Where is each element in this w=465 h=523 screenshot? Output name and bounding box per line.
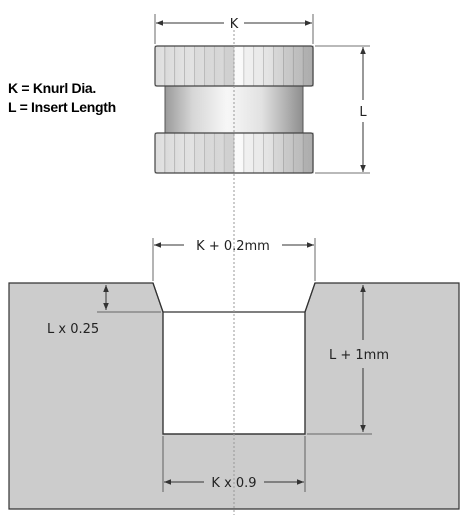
dimension-chamfer-depth: L x 0.25: [47, 285, 161, 337]
label-insert-diameter: K: [230, 17, 239, 32]
knurl-band-bottom: [154, 132, 314, 174]
dimension-hole-diameter: K x 0.9: [162, 436, 306, 492]
dimension-insert-diameter: K: [154, 14, 314, 44]
knurl-band-top: [154, 45, 314, 87]
label-hole-depth: L + 1mm: [329, 348, 389, 363]
knurl-outline-bottom: [154, 132, 314, 174]
dimension-hole-depth: L + 1mm: [307, 285, 389, 435]
dimension-top-opening: K + 0.2mm: [152, 238, 316, 281]
label-top-opening: K + 0.2mm: [196, 239, 270, 254]
label-hole-diameter: K x 0.9: [211, 476, 256, 491]
label-insert-length: L: [359, 105, 367, 120]
dimension-insert-length: L: [315, 45, 370, 174]
legend-knurl-definition: K = Knurl Dia.: [8, 80, 96, 96]
legend-length-definition: L = Insert Length: [8, 99, 116, 115]
threaded-insert: [154, 45, 314, 174]
legend: K = Knurl Dia. L = Insert Length: [8, 79, 116, 117]
label-chamfer-depth: L x 0.25: [47, 322, 99, 337]
